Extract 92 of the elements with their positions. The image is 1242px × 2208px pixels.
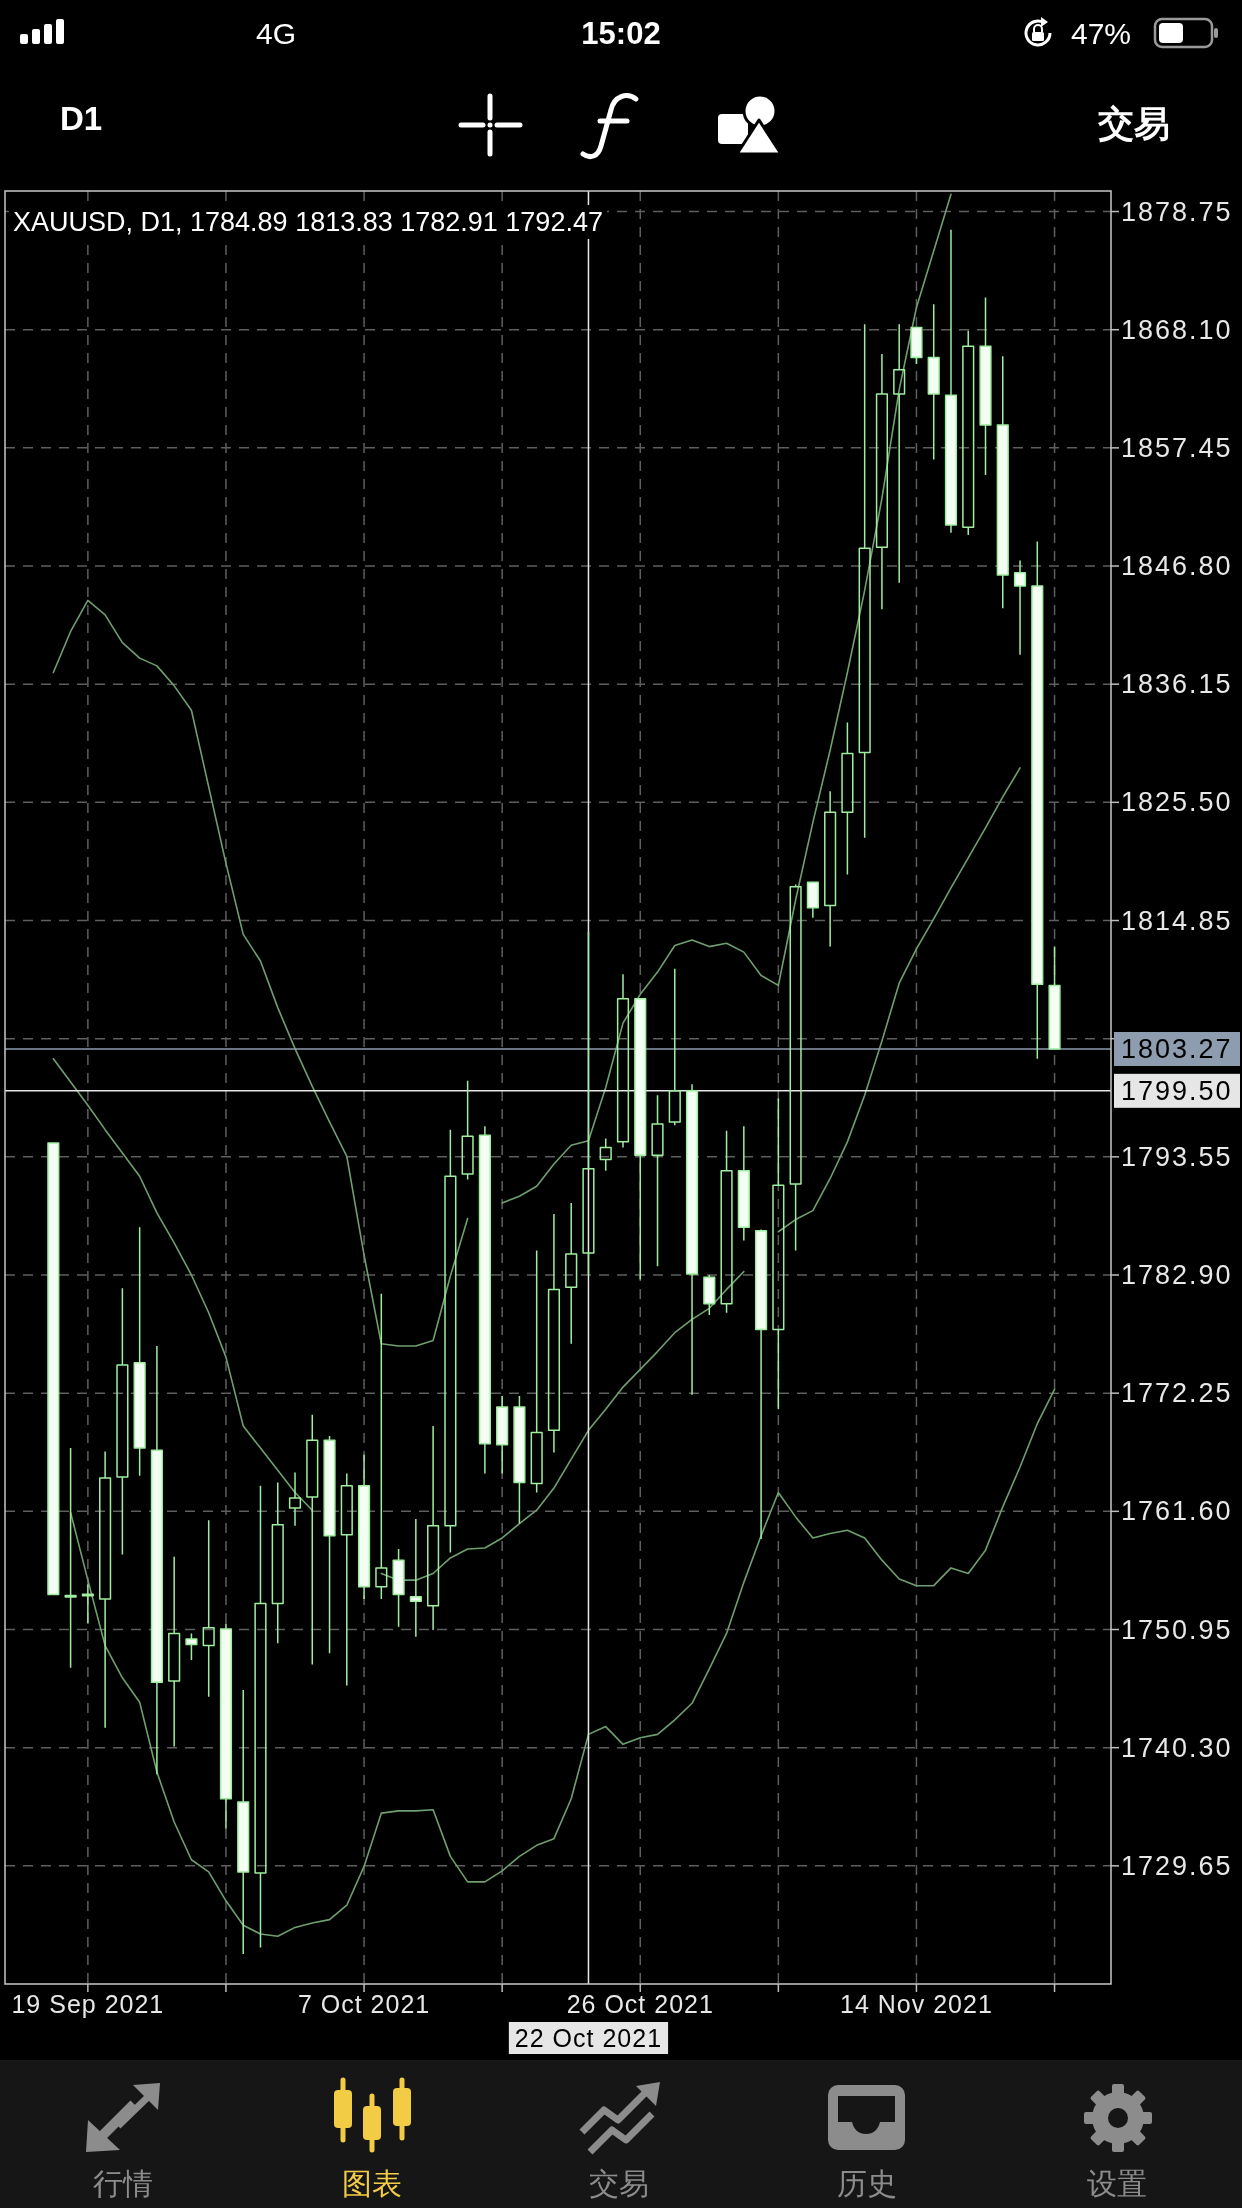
candlestick	[685, 1083, 699, 1396]
ref-line-label: 1803.27	[1121, 1034, 1233, 1064]
candlestick	[150, 1345, 164, 1776]
candlestick	[461, 1080, 474, 1181]
text: 15:02	[581, 15, 661, 51]
ref-line-label: 1799.50	[1121, 1075, 1233, 1106]
candlestick	[737, 1125, 750, 1242]
y-tick-label: 1793.55	[1121, 1141, 1233, 1172]
text: 交易	[589, 2166, 649, 2200]
candlestick	[910, 326, 923, 365]
candlestick	[288, 1471, 302, 1527]
text: 交易	[1097, 102, 1170, 144]
y-tick-label: 1878.75	[1121, 196, 1233, 227]
candlestick	[616, 973, 630, 1149]
candlestick	[496, 1395, 509, 1475]
candlestick	[772, 1097, 785, 1411]
candlestick	[478, 1125, 491, 1475]
candlestick	[634, 997, 647, 1281]
candlestick	[565, 1202, 578, 1345]
text: 4G	[256, 16, 297, 50]
candlestick	[81, 1583, 94, 1625]
candlestick	[944, 229, 958, 534]
candlestick	[409, 1518, 422, 1638]
text: 设置	[1087, 2166, 1147, 2200]
text: XAUUSD, D1, 1784.89 1813.83 1782.91 1792.47	[13, 207, 603, 237]
candlestick	[582, 931, 595, 1276]
y-tick-label: 1782.90	[1121, 1260, 1233, 1291]
candlestick	[444, 1128, 457, 1554]
x-tick-label: 19 Sep 2021	[11, 1990, 165, 2018]
candlestick	[133, 1226, 146, 1477]
candlestick	[962, 330, 975, 536]
candlestick	[254, 1485, 267, 1949]
candlestick	[99, 1450, 112, 1729]
candlestick	[806, 881, 819, 919]
text: D1	[60, 99, 103, 137]
candlestick	[357, 1454, 371, 1600]
candlestick	[306, 1414, 319, 1666]
y-tick-label: 1825.50	[1121, 787, 1233, 818]
candlestick	[858, 323, 871, 839]
candlestick	[720, 1130, 733, 1314]
y-tick-label: 1761.60	[1121, 1496, 1233, 1527]
candlestick	[47, 1142, 60, 1596]
candlestick	[340, 1472, 353, 1687]
candlestick	[202, 1519, 215, 1698]
candlestick	[875, 353, 889, 611]
candlestick	[185, 1632, 198, 1661]
x-tick-label: 26 Oct 2021	[566, 1990, 714, 2018]
y-tick-label: 1772.25	[1121, 1378, 1233, 1409]
candlestick	[754, 1228, 768, 1540]
candlestick	[513, 1395, 526, 1525]
candlestick	[651, 1094, 664, 1267]
x-tick-label: 7 Oct 2021	[297, 1990, 431, 2018]
y-tick-label: 1740.30	[1121, 1732, 1233, 1763]
candlestick	[530, 1249, 543, 1494]
y-tick-label: 1814.85	[1121, 905, 1233, 936]
candlestick	[237, 1689, 250, 1955]
text: 图表	[342, 2166, 402, 2200]
line-series	[69, 1388, 1056, 1938]
text: 47%	[1071, 16, 1132, 50]
candlestick	[116, 1287, 129, 1556]
candlestick	[979, 296, 992, 476]
y-tick-label: 1750.95	[1121, 1614, 1233, 1645]
candlestick	[219, 1622, 233, 1830]
candlestick	[824, 790, 837, 948]
x-tick-label: 14 Nov 2021	[840, 1990, 993, 2018]
candlestick	[893, 323, 906, 584]
y-tick-label: 1729.65	[1121, 1850, 1233, 1881]
candlestick	[703, 1274, 716, 1316]
candlestick	[427, 1425, 440, 1631]
candlestick	[271, 1481, 284, 1645]
y-tick-label: 1846.80	[1121, 551, 1233, 582]
y-tick-label: 1836.15	[1121, 669, 1233, 700]
candlestick	[375, 1293, 388, 1600]
text: 历史	[837, 2166, 897, 2200]
candlestick	[1048, 945, 1061, 1050]
text: 行情	[93, 2166, 153, 2200]
candlestick	[841, 721, 854, 876]
candlestick	[168, 1556, 181, 1748]
candlestick	[64, 1447, 77, 1669]
candlestick	[927, 303, 940, 461]
candlestick	[668, 968, 681, 1126]
candlestick	[323, 1435, 336, 1655]
candlestick	[996, 355, 1009, 609]
y-tick-label: 1857.45	[1121, 432, 1233, 463]
y-tick-label: 1868.10	[1121, 314, 1233, 345]
candlestick	[599, 1137, 612, 1172]
candlestick	[547, 1213, 561, 1454]
candlestick	[1013, 559, 1027, 656]
x-tick-label: 22 Oct 2021	[514, 2024, 663, 2052]
candlestick	[1031, 540, 1044, 1060]
candlestick	[789, 883, 802, 1252]
candlestick	[392, 1548, 405, 1628]
